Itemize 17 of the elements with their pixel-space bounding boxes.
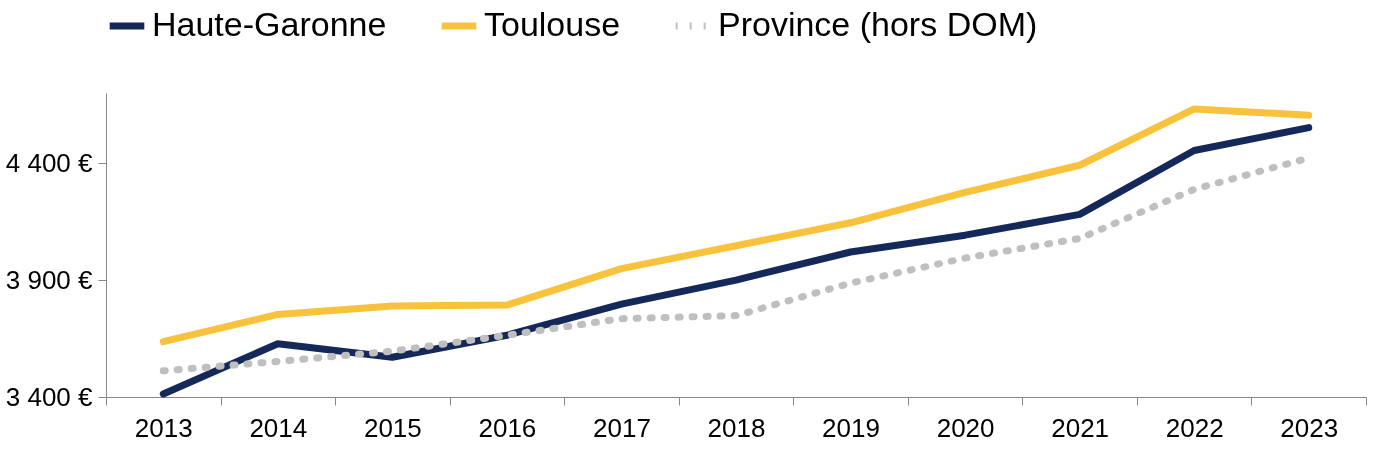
y-tick-label: 3 900 €: [5, 264, 94, 295]
y-tick-label: 4 400 €: [5, 147, 94, 178]
legend-label: Toulouse: [484, 5, 621, 43]
x-tick-label: 2013: [134, 412, 193, 443]
x-tick-label: 2016: [478, 412, 537, 443]
legend-label: Province (hors DOM): [718, 5, 1038, 43]
y-tick-label: 3 400 €: [5, 381, 94, 412]
x-tick-label: 2023: [1280, 412, 1339, 443]
x-tick-label: 2015: [363, 412, 422, 443]
x-tick-label: 2018: [707, 412, 766, 443]
x-tick-label: 2019: [822, 412, 880, 443]
x-tick-label: 2017: [593, 412, 651, 443]
legend-label: Haute-Garonne: [152, 5, 387, 43]
x-tick-label: 2022: [1165, 412, 1224, 443]
x-tick-label: 2021: [1051, 412, 1110, 443]
x-tick-label: 2020: [936, 412, 995, 443]
x-tick-label: 2014: [249, 412, 308, 443]
